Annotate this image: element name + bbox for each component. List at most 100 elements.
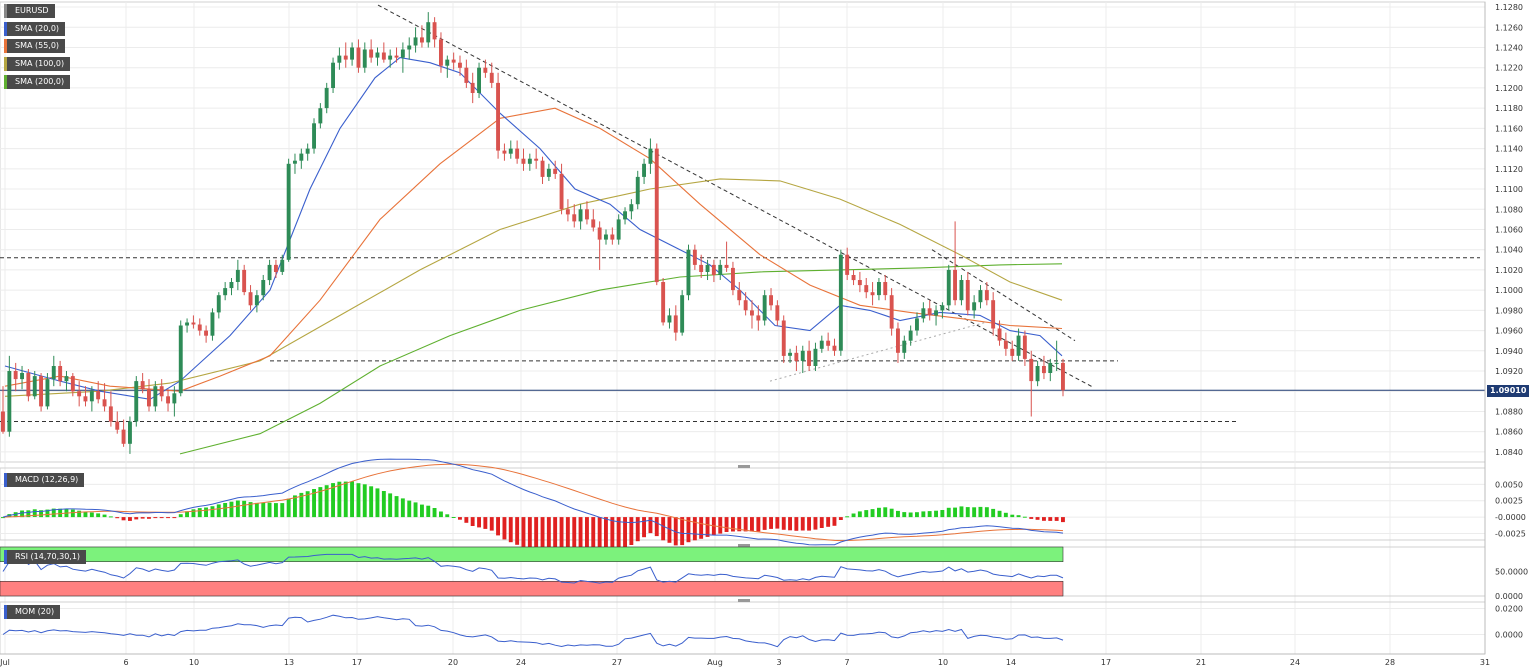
macd-histogram-bar <box>692 517 697 541</box>
candle-body <box>375 52 380 58</box>
time-tick-label: 28 <box>1385 658 1395 667</box>
price-tick-label: 1.1040 <box>1495 246 1523 255</box>
macd-histogram-bar <box>642 517 646 538</box>
mom-label[interactable]: MOM (20) <box>4 605 61 619</box>
macd-histogram-bar <box>235 500 240 518</box>
macd-label[interactable]: MACD (12,26,9) <box>4 473 85 487</box>
candle-body <box>13 371 18 380</box>
macd-histogram-bar <box>369 486 374 518</box>
candle-body <box>965 280 970 311</box>
candle-body <box>813 348 818 366</box>
macd-histogram-bar <box>178 514 183 518</box>
candle-body <box>1035 366 1040 382</box>
candle-body <box>77 391 82 397</box>
macd-histogram-bar <box>1042 517 1046 521</box>
macd-histogram-bar <box>946 507 951 518</box>
macd-histogram-bar <box>83 511 88 518</box>
candle-body <box>470 82 475 93</box>
price-tick-label: 1.1060 <box>1495 225 1523 234</box>
candle-body <box>565 209 570 215</box>
candle-body <box>159 386 164 397</box>
price-tick-label: 1.1180 <box>1495 104 1523 113</box>
macd-histogram-bar <box>280 503 285 518</box>
macd-histogram-bar <box>20 510 24 518</box>
candle-body <box>489 72 494 83</box>
candle-body <box>121 429 126 444</box>
panel-splitter-handle <box>738 544 750 547</box>
candle-body <box>312 123 316 149</box>
candle-body <box>413 37 418 46</box>
macd-histogram-bar <box>857 511 862 518</box>
candle-body <box>915 318 919 331</box>
candle-body <box>64 376 69 382</box>
trendline <box>931 249 1076 342</box>
macd-histogram-bar <box>121 517 126 521</box>
panel-splitter-handle <box>738 465 750 468</box>
candle-body <box>1054 362 1059 364</box>
macd-histogram-bar <box>616 517 621 551</box>
rsi-label[interactable]: RSI (14,70,30,1) <box>4 550 87 564</box>
macd-histogram-bar <box>813 517 818 530</box>
candle-body <box>381 52 386 60</box>
candle-body <box>534 158 539 161</box>
macd-histogram-bar <box>527 517 532 549</box>
macd-histogram-bar <box>197 508 202 518</box>
candle-body <box>819 340 824 349</box>
candle-body <box>58 366 63 382</box>
macd-histogram-bar <box>432 508 437 518</box>
macd-histogram-bar <box>953 507 957 518</box>
macd-histogram-bar <box>464 517 469 523</box>
candle-body <box>254 295 259 306</box>
macd-histogram-bar <box>546 517 551 551</box>
candle-body <box>147 389 151 407</box>
candle-body <box>210 312 215 336</box>
macd-histogram-bar <box>312 489 316 518</box>
candle-body <box>908 330 913 341</box>
candle-body <box>502 150 507 154</box>
macd-histogram-bar <box>102 514 107 518</box>
candle-body <box>477 67 481 93</box>
legend-sma200[interactable]: SMA (200,0) <box>4 75 71 89</box>
macd-histogram-bar <box>743 517 748 532</box>
macd-histogram-bar <box>781 517 786 530</box>
candle-body <box>432 22 437 40</box>
time-tick-label: 7 <box>844 658 849 667</box>
candle-body <box>166 396 170 404</box>
candle-body <box>559 173 564 210</box>
macd-histogram-bar <box>489 517 494 531</box>
candle-body <box>235 269 240 282</box>
candle-body <box>128 421 132 444</box>
candle-body <box>305 148 310 154</box>
candle-body <box>673 315 678 333</box>
candle-body <box>1016 335 1021 356</box>
candle-body <box>299 153 304 161</box>
candle-body <box>946 269 951 306</box>
macd-histogram-bar <box>673 517 678 546</box>
legend-sma20[interactable]: SMA (20,0) <box>4 22 66 36</box>
macd-histogram-bar <box>680 517 685 546</box>
legend-sma55[interactable]: SMA (55,0) <box>4 39 66 53</box>
candle-body <box>248 292 253 306</box>
candle-body <box>83 396 88 402</box>
candle-body <box>648 148 653 164</box>
candle-body <box>997 328 1002 341</box>
candle-body <box>527 158 532 164</box>
price-tick-label: 1.1020 <box>1495 266 1523 275</box>
mom-tick-label: 0.0200 <box>1495 605 1523 614</box>
candle-body <box>756 315 761 321</box>
macd-histogram-bar <box>394 496 399 518</box>
candle-body <box>185 322 189 326</box>
legend-symbol[interactable]: EURUSD <box>4 4 55 18</box>
time-tick-label: 13 <box>284 658 294 667</box>
candle-body <box>1022 335 1027 359</box>
candle-body <box>496 82 500 151</box>
macd-histogram-bar <box>508 517 513 543</box>
legend-sma100[interactable]: SMA (100,0) <box>4 57 71 71</box>
macd-histogram-bar <box>439 511 443 518</box>
price-tick-label: 1.1200 <box>1495 84 1523 93</box>
macd-histogram-bar <box>458 517 462 520</box>
macd-histogram-bar <box>832 517 837 526</box>
macd-histogram-bar <box>934 510 938 518</box>
time-tick-label: Aug <box>707 658 723 667</box>
